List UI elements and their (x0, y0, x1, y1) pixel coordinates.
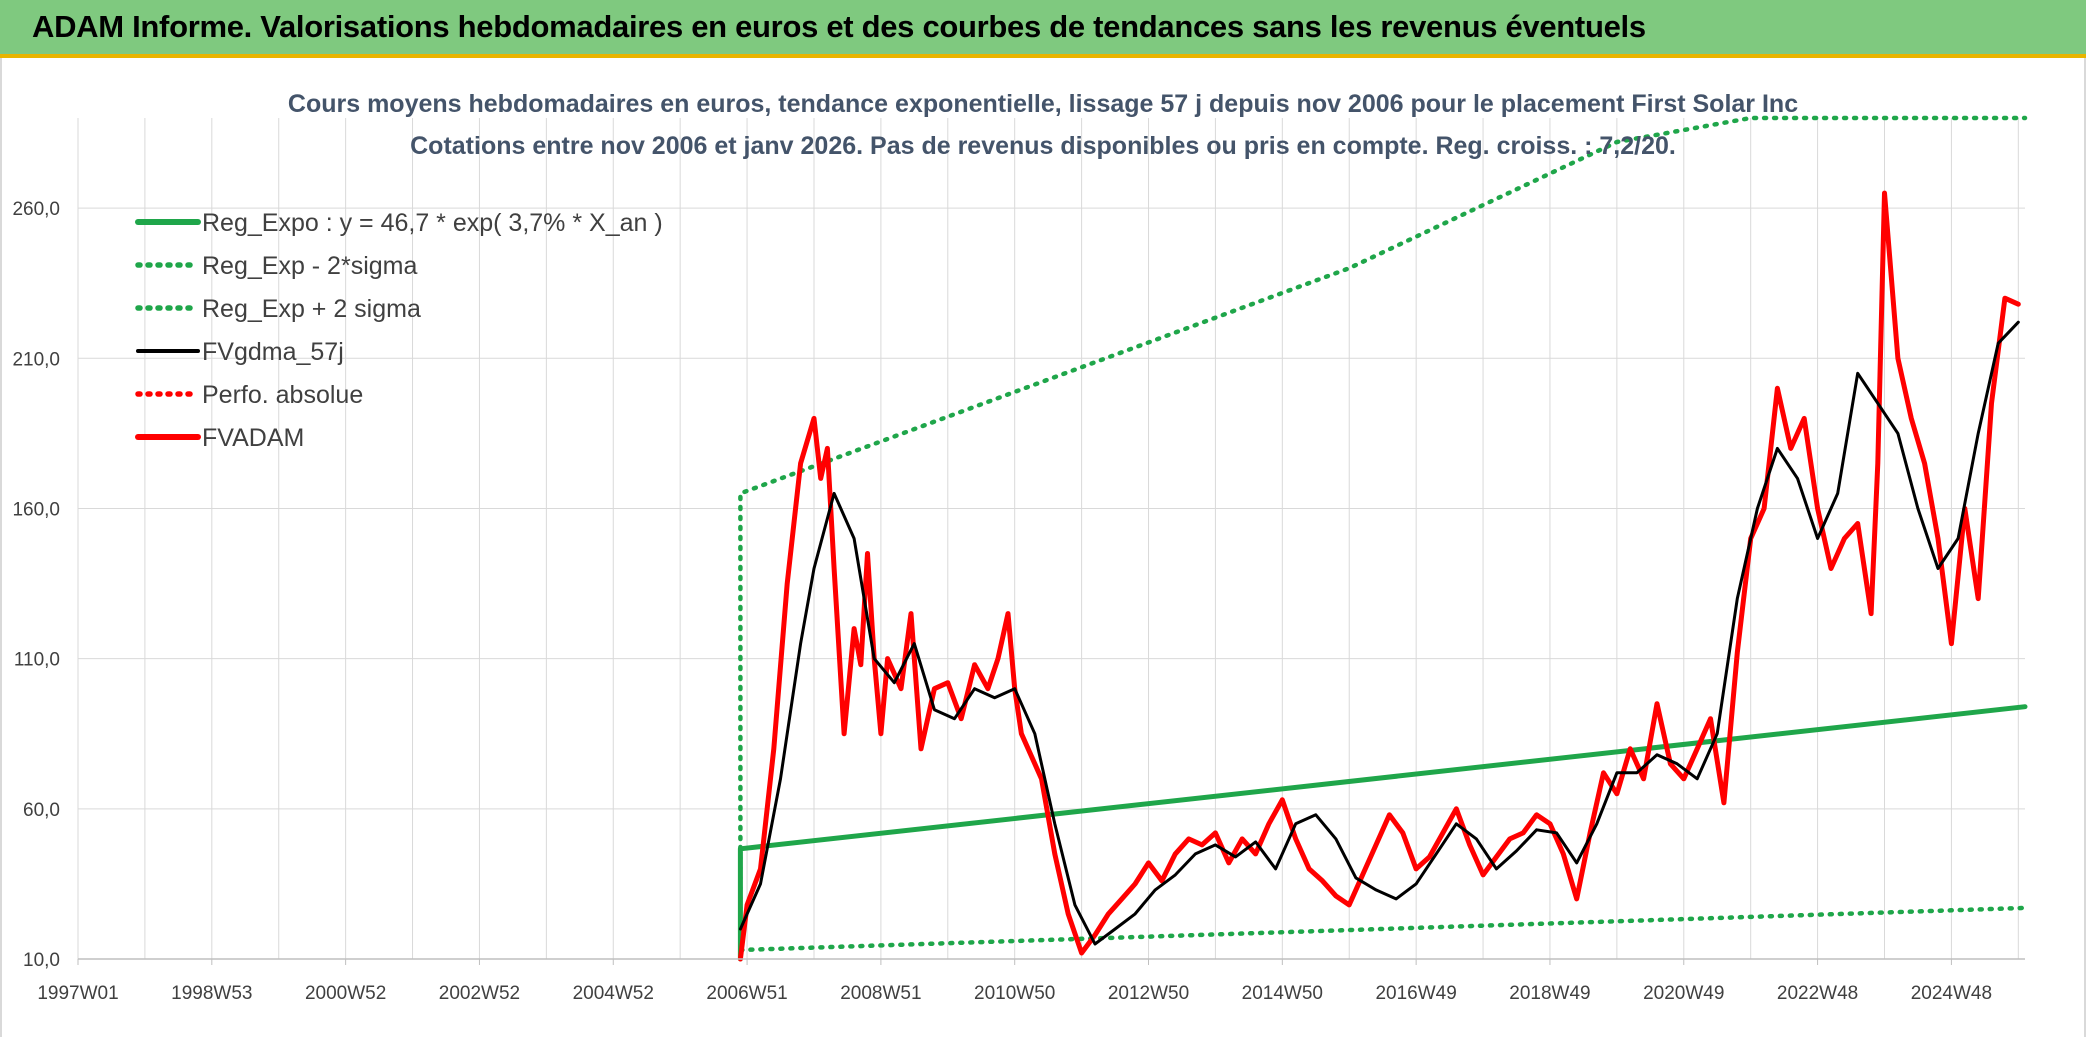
legend-label: Reg_Exp - 2*sigma (202, 252, 417, 280)
y-tick-label: 260,0 (12, 199, 60, 220)
chart-series (737, 115, 2028, 962)
chart-axes: 1997W01 1998W53 2000W52 2002W52 2004W52 2006W… (12, 199, 2025, 1004)
legend-label: Perfo. absolue (202, 381, 363, 409)
x-tick-label: 2014W50 (1242, 983, 1323, 1004)
y-tick-label: 60,0 (23, 800, 60, 821)
x-tick-label: 2020W49 (1643, 983, 1724, 1004)
legend-label: Reg_Expo : y = 46,7 * exp( 3,7% * X_an ) (202, 209, 663, 237)
legend-label: FVADAM (202, 424, 304, 452)
x-tick-label: 2016W49 (1375, 983, 1456, 1004)
x-tick-label: 2010W50 (974, 983, 1055, 1004)
x-tick-label: 2012W50 (1108, 983, 1189, 1004)
y-tick-label: 110,0 (14, 650, 60, 671)
report-banner: ADAM Informe. Valorisations hebdomadaire… (0, 0, 2086, 58)
x-tick-label: 2002W52 (439, 983, 520, 1004)
x-tick-label: 2018W49 (1509, 983, 1590, 1004)
chart-frame (0, 58, 2086, 1037)
chart-legend: Reg_Expo : y = 46,7 * exp( 3,7% * X_an )… (135, 209, 663, 452)
y-tick-label: 10,0 (23, 950, 60, 971)
x-tick-label: 2022W48 (1777, 983, 1858, 1004)
chart-title: Cours moyens hebdomadaires en euros, ten… (288, 90, 1798, 118)
x-tick-label: 1998W53 (171, 983, 252, 1004)
x-tick-label: 2008W51 (840, 983, 921, 1004)
legend-label: Reg_Exp + 2 sigma (202, 295, 421, 323)
report-title: ADAM Informe. Valorisations hebdomadaire… (32, 9, 1646, 44)
chart-subtitle: Cotations entre nov 2006 et janv 2026. P… (410, 132, 1676, 160)
y-tick-label: 210,0 (12, 349, 60, 370)
x-tick-label: 1997W01 (37, 983, 118, 1004)
series-line-2 (738, 115, 2028, 962)
x-tick-label: 2024W48 (1911, 983, 1992, 1004)
series-line-5 (737, 190, 2021, 962)
x-tick-label: 2000W52 (305, 983, 386, 1004)
x-tick-label: 2004W52 (573, 983, 654, 1004)
x-tick-label: 2006W51 (706, 983, 787, 1004)
series-line-1 (738, 905, 2028, 953)
series-line-3 (738, 320, 2020, 946)
legend-label: FVgdma_57j (202, 338, 344, 366)
y-tick-label: 160,0 (12, 499, 60, 520)
